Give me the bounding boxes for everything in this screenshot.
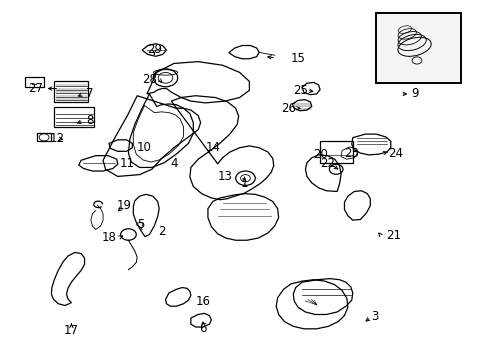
Text: 4: 4 <box>170 157 177 170</box>
Text: 21: 21 <box>385 229 400 242</box>
Text: 28: 28 <box>142 73 157 86</box>
Text: 19: 19 <box>117 199 131 212</box>
Text: 5: 5 <box>137 218 144 231</box>
Bar <box>375 13 461 83</box>
Text: 22: 22 <box>319 157 334 170</box>
Text: 1: 1 <box>240 177 248 190</box>
Text: 2: 2 <box>158 225 165 238</box>
Bar <box>320 140 352 163</box>
Text: 8: 8 <box>86 114 93 127</box>
Text: 15: 15 <box>290 51 305 64</box>
Text: 3: 3 <box>370 310 378 324</box>
Text: 14: 14 <box>205 141 220 154</box>
Text: 23: 23 <box>344 147 359 159</box>
Bar <box>54 107 94 127</box>
Text: 6: 6 <box>199 322 206 335</box>
Text: 7: 7 <box>86 87 93 100</box>
Text: 25: 25 <box>292 84 307 97</box>
Text: 17: 17 <box>64 324 79 337</box>
Text: 16: 16 <box>195 296 210 309</box>
Text: 10: 10 <box>137 141 152 154</box>
Text: 11: 11 <box>120 157 135 170</box>
Text: 18: 18 <box>102 231 117 244</box>
Text: 24: 24 <box>387 147 403 159</box>
Bar <box>54 81 88 102</box>
Text: 13: 13 <box>217 170 232 183</box>
Text: 29: 29 <box>146 42 162 55</box>
Bar <box>37 134 51 141</box>
Bar <box>25 77 43 87</box>
Text: 9: 9 <box>410 87 418 100</box>
Text: 27: 27 <box>28 82 43 95</box>
Text: 12: 12 <box>49 132 64 145</box>
Text: 20: 20 <box>312 148 327 161</box>
Text: 26: 26 <box>280 102 295 115</box>
